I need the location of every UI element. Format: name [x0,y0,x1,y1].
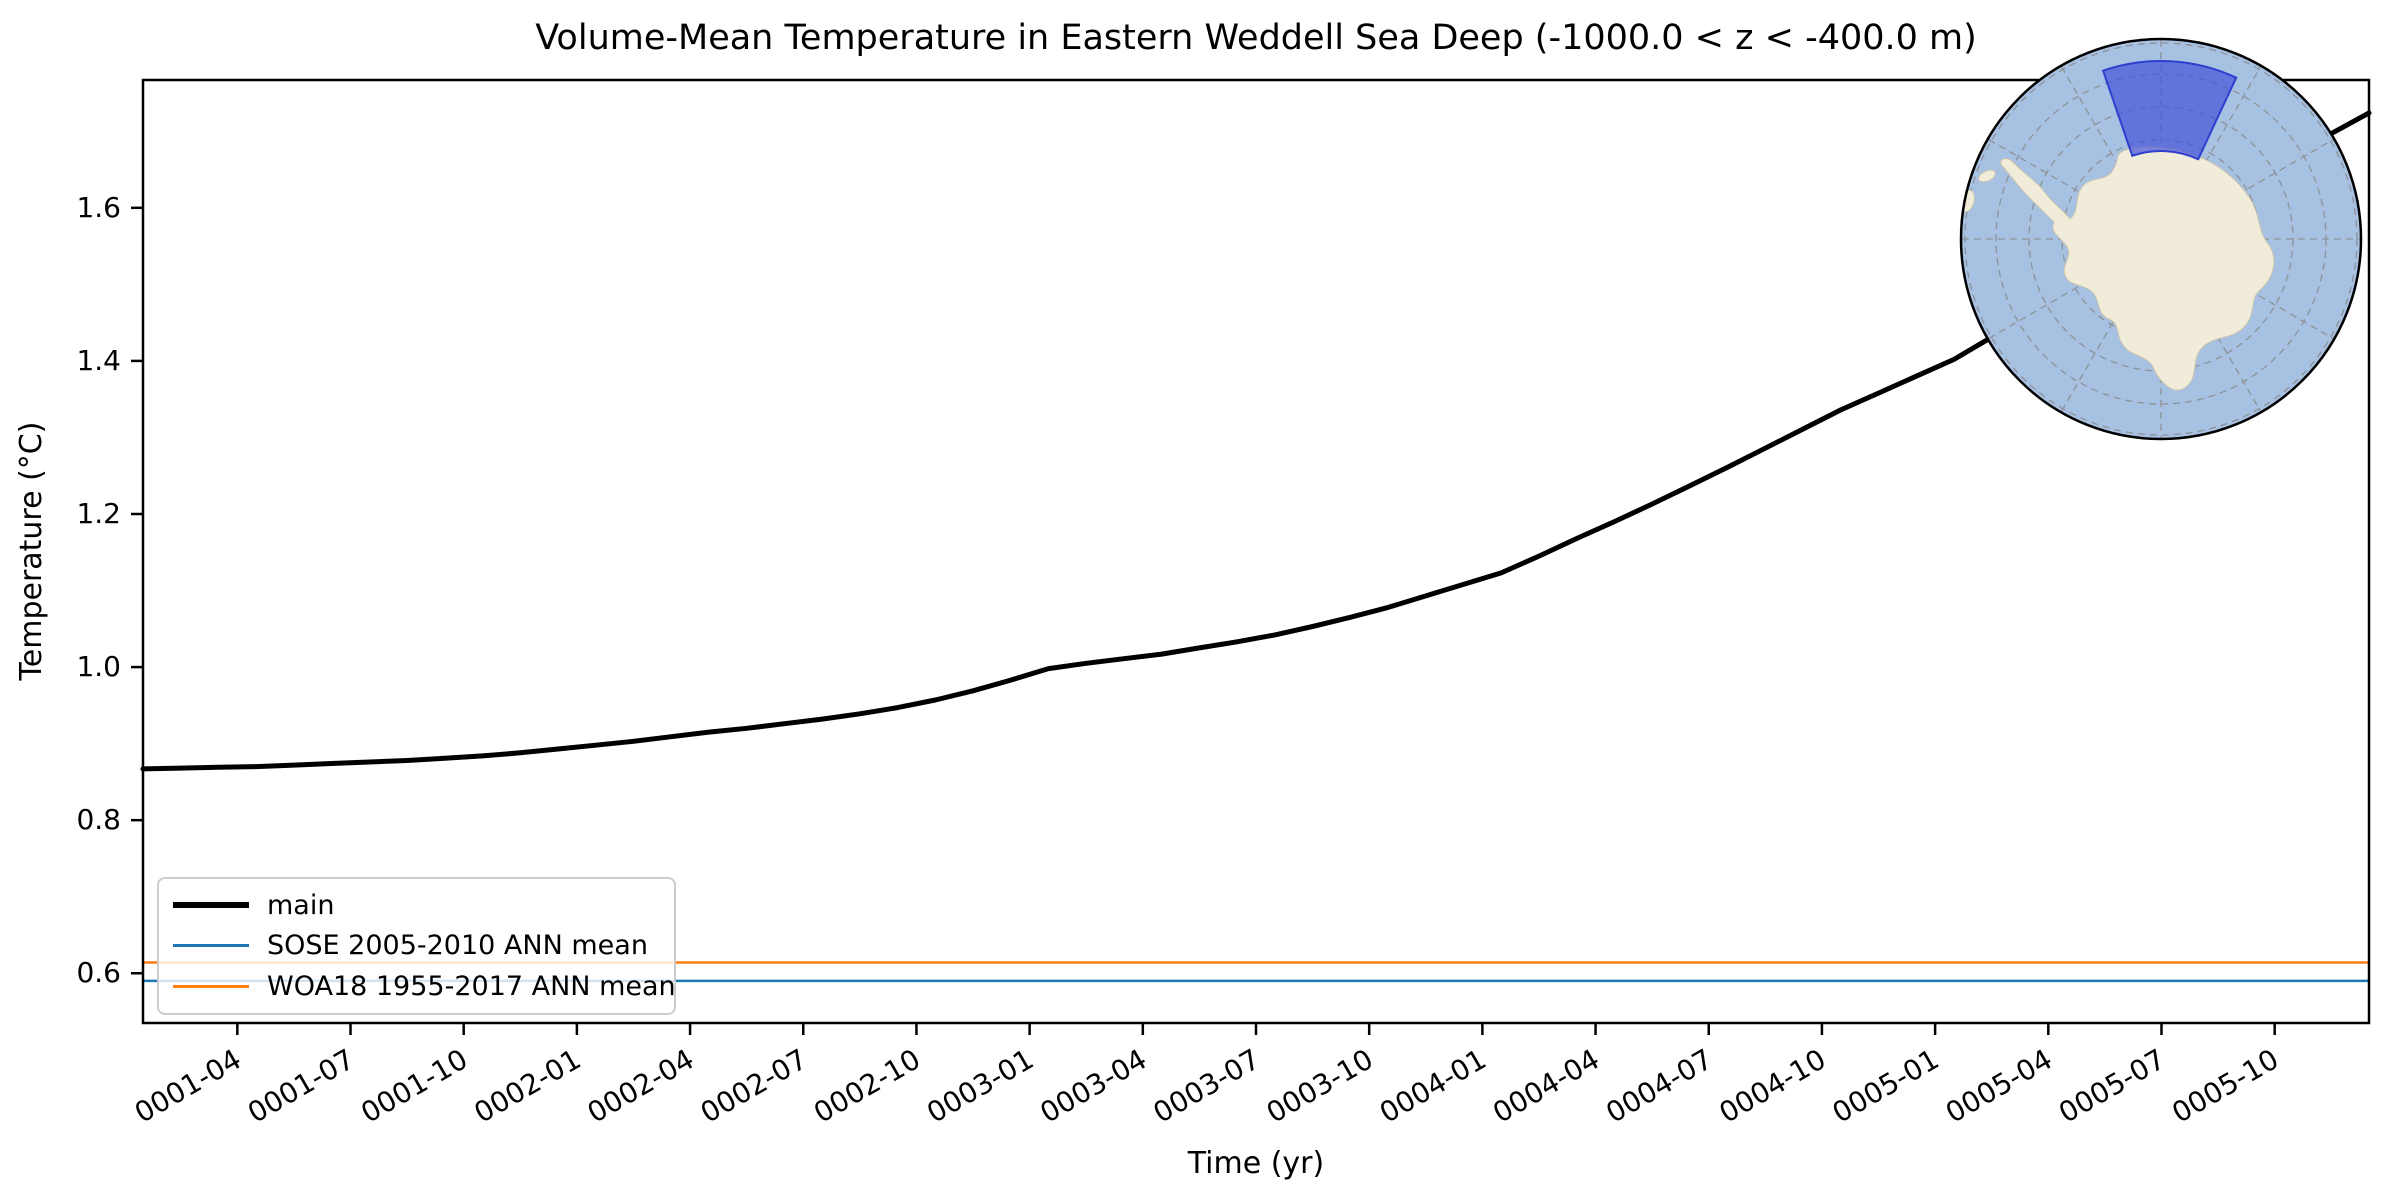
legend: main SOSE 2005-2010 ANN mean WOA18 1955-20… [157,877,676,1015]
x-tick-label: 0004-04 [1487,1042,1605,1129]
legend-row: main [159,890,674,921]
legend-label: SOSE 2005-2010 ANN mean [267,930,648,962]
y-tick-label: 1.4 [76,344,121,377]
legend-sample-line [173,902,249,909]
legend-sample-line [173,985,249,989]
x-tick-label: 0005-01 [1827,1042,1945,1129]
x-tick-label: 0001-04 [129,1042,247,1129]
y-tick-label: 1.6 [76,191,121,224]
legend-sample-line [173,944,249,948]
x-tick-label: 0003-01 [921,1042,1039,1129]
x-axis-label: Time (yr) [1187,1146,1325,1181]
x-tick-label: 0004-07 [1600,1042,1718,1129]
x-tick-label: 0002-01 [469,1042,587,1129]
x-tick-label: 0005-10 [2166,1042,2284,1129]
map-border [1959,37,2363,441]
y-tick-label: 0.8 [76,803,121,836]
map-highlight-region [2101,60,2238,161]
x-tick-label: 0001-07 [242,1042,360,1129]
x-tick-label: 0005-07 [2053,1042,2171,1129]
x-tick-label: 0002-10 [808,1042,926,1129]
x-tick-label: 0003-10 [1261,1042,1379,1129]
inset-map [1959,37,2363,441]
x-tick-label: 0004-01 [1374,1042,1492,1129]
x-tick-label: 0002-07 [695,1042,813,1129]
legend-row: SOSE 2005-2010 ANN mean [159,930,674,961]
y-tick-label: 1.2 [76,497,121,530]
x-tick-label: 0004-10 [1714,1042,1832,1129]
x-tick-label: 0005-04 [1940,1042,2058,1129]
x-tick-label: 0002-04 [582,1042,700,1129]
legend-row: WOA18 1955-2017 ANN mean [159,971,676,1003]
chart-title: Volume-Mean Temperature in Eastern Wedde… [535,18,1977,58]
y-tick-label: 0.6 [76,956,121,989]
legend-label: WOA18 1955-2017 ANN mean [267,971,676,1003]
x-tick-label: 0003-07 [1148,1042,1266,1129]
x-tick-label: 0001-10 [355,1042,473,1129]
y-tick-label: 1.0 [76,650,121,683]
axis-ticks [131,206,2276,1035]
legend-label: main [267,889,335,921]
x-tick-label: 0003-04 [1034,1042,1152,1129]
